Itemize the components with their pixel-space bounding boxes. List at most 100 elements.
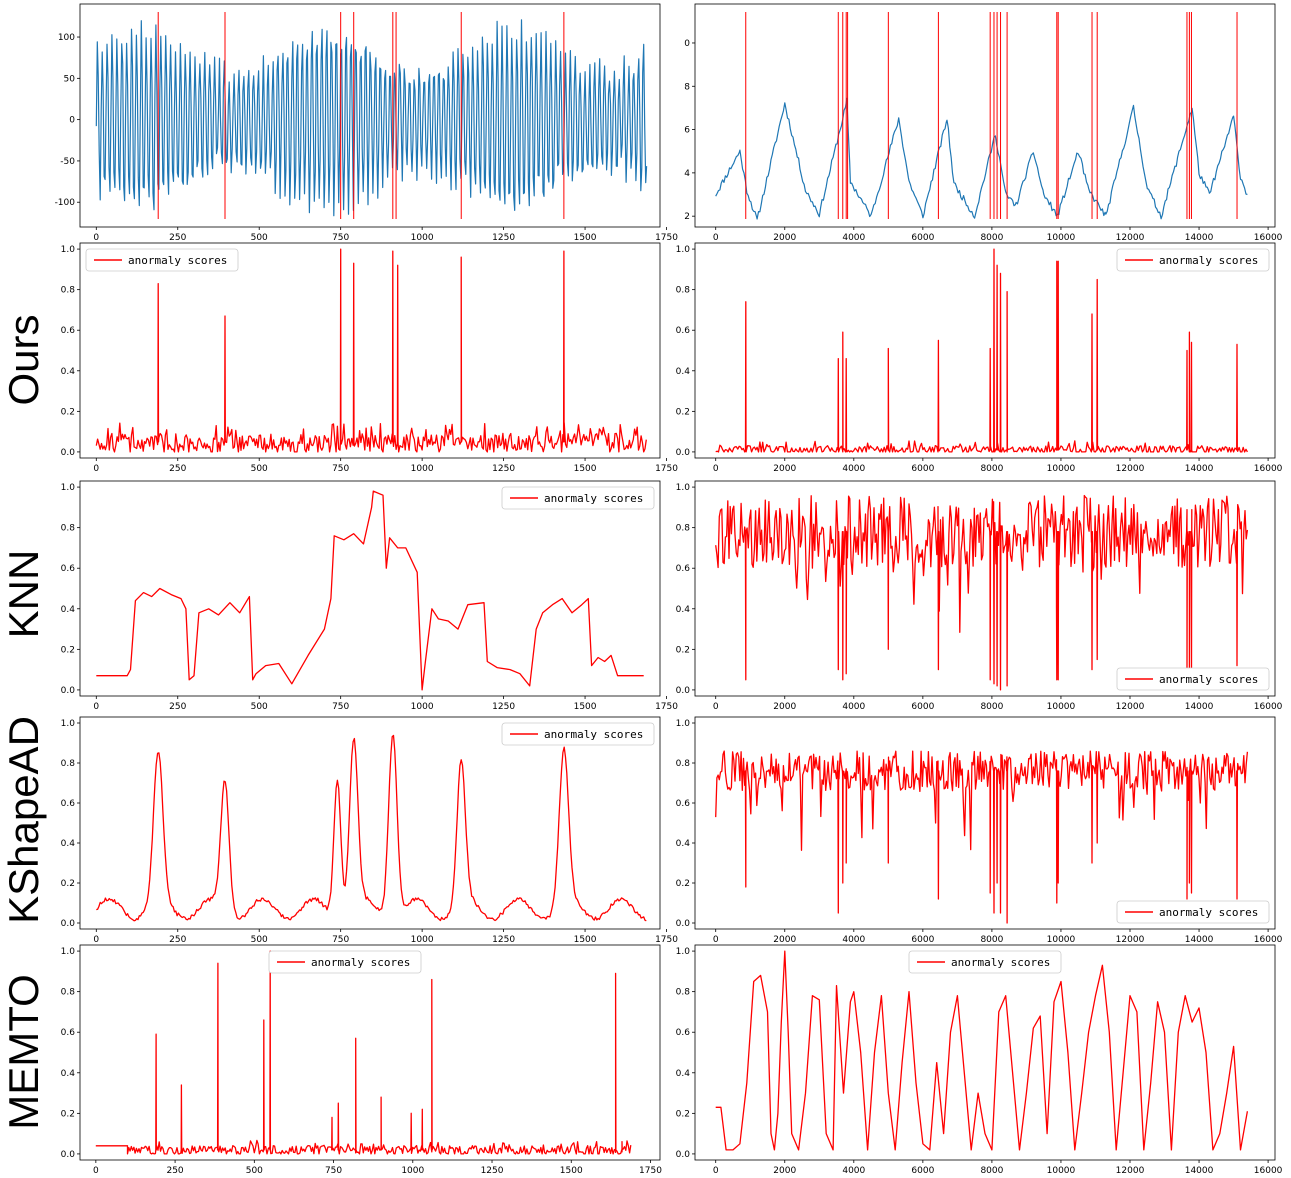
y-tick-label: 0.2: [676, 645, 690, 655]
x-tick-label: 12000: [1116, 464, 1145, 474]
x-tick-label: 0: [93, 464, 99, 474]
plot-frame: [79, 716, 661, 930]
x-tick-label: 750: [332, 233, 349, 243]
row-label-memto: MEMTO: [0, 974, 47, 1130]
x-tick-label: 8000: [980, 1166, 1003, 1176]
x-tick-label: 14000: [1185, 233, 1214, 243]
x-tick-label: 14000: [1185, 935, 1214, 945]
chart-left-series: 0 250 500 750 1000 1250 1500 1750 -100 -50 0 50 100: [55, 3, 678, 243]
legend-label: anormaly scores: [1159, 673, 1258, 686]
x-tick-label: 500: [251, 233, 268, 243]
x-tick-label: 250: [166, 1166, 183, 1176]
y-tick-label: 0.4: [61, 1069, 76, 1079]
chart-kshape-right: 0 2000 4000 6000 8000 10000 12000 14000 16000 0.0…: [676, 716, 1283, 945]
legend-box: [1116, 667, 1270, 691]
plot-frame: [694, 480, 1276, 697]
chart-ours-right: 0 2000 4000 6000 8000 10000 12000 14000 16000 0.0…: [676, 242, 1283, 474]
y-tick-label: 1.0: [61, 719, 76, 729]
x-tick-label: 0: [713, 464, 719, 474]
y-tick-label: 0.0: [61, 448, 76, 458]
y-tick-label: 0.0: [676, 1150, 691, 1160]
x-tick-label: 1500: [560, 1166, 583, 1176]
y-tick-label: 1.0: [676, 947, 691, 957]
y-tick-label: 1.0: [676, 245, 691, 255]
x-tick-label: 1000: [411, 233, 434, 243]
x-tick-label: 2000: [773, 935, 796, 945]
x-tick-label: 10000: [1047, 1166, 1076, 1176]
score-line: [95, 248, 647, 453]
x-tick-label: 0: [713, 702, 719, 712]
y-tick-label: 0.4: [676, 605, 691, 615]
x-tick-label: 250: [169, 233, 186, 243]
row-label-knn: KNN: [0, 550, 47, 639]
x-tick-label: 1500: [574, 464, 597, 474]
x-tick-label: 1500: [574, 935, 597, 945]
plot-frame: [79, 480, 661, 697]
x-tick-label: 1000: [411, 464, 434, 474]
y-tick-label: 0.6: [676, 564, 691, 574]
x-tick-label: 16000: [1254, 935, 1283, 945]
legend-box: [85, 248, 239, 272]
legend: anormaly scores: [501, 486, 655, 510]
x-tick-label: 0: [93, 702, 99, 712]
y-tick-label: 0.6: [61, 799, 76, 809]
x-tick-label: 4000: [842, 464, 865, 474]
x-tick-label: 1250: [481, 1166, 504, 1176]
score-line: [715, 494, 1249, 691]
plot-frame: [694, 3, 1276, 228]
y-tick-label: 0.2: [61, 645, 75, 655]
x-tick-label: 8000: [980, 233, 1003, 243]
plot-frame: [694, 242, 1276, 459]
x-tick-label: 1750: [639, 1166, 662, 1176]
x-tick-label: 8000: [980, 464, 1003, 474]
y-tick-label: 0.8: [676, 759, 691, 769]
chart-knn-right: 0 2000 4000 6000 8000 10000 12000 14000 16000 0.0…: [676, 480, 1283, 712]
x-tick-label: 1000: [411, 702, 434, 712]
y-tick-label: 1.0: [676, 719, 691, 729]
y-tick-label: 0.8: [61, 759, 76, 769]
y-tick-label: 0.0: [676, 686, 691, 696]
y-tick-label: 0.6: [61, 564, 76, 574]
x-tick-label: 0: [93, 935, 99, 945]
y-tick-label: 0.2: [676, 1109, 690, 1119]
legend-label: anormaly scores: [311, 956, 410, 969]
x-tick-label: 1250: [492, 464, 515, 474]
y-tick-label: 0.8: [676, 524, 691, 534]
x-tick-label: 4000: [842, 702, 865, 712]
y-tick-label: 0.6: [61, 1028, 76, 1038]
chart-right-series: 0 2000 4000 6000 8000 10000 12000 14000 16000 2 4 6…: [684, 3, 1283, 243]
legend-box: [908, 950, 1062, 974]
y-tick-label: 0.4: [61, 605, 76, 615]
x-tick-label: 1750: [655, 233, 678, 243]
x-tick-label: 0: [93, 233, 99, 243]
x-tick-label: 250: [169, 464, 186, 474]
x-tick-label: 2000: [773, 233, 796, 243]
x-tick-label: 750: [332, 464, 349, 474]
y-tick-label: 6: [684, 126, 690, 136]
x-tick-label: 2000: [773, 1166, 796, 1176]
x-tick-label: 1250: [492, 702, 515, 712]
x-tick-label: 4000: [842, 1166, 865, 1176]
y-tick-label: 0.0: [676, 448, 691, 458]
x-tick-label: 1500: [574, 233, 597, 243]
chart-kshape-left: 0 250 500 750 1000 1250 1500 1750 0.0 0.2 0.4 0.6 0.…: [61, 716, 678, 945]
x-tick-label: 4000: [842, 935, 865, 945]
row-label-kshapead: KShapeAD: [0, 716, 47, 924]
row-label-ours: Ours: [0, 314, 47, 405]
y-tick-label: 0.6: [61, 326, 76, 336]
x-tick-label: 250: [169, 702, 186, 712]
legend: anormaly scores: [85, 248, 239, 272]
x-tick-label: 6000: [911, 233, 934, 243]
x-tick-label: 500: [251, 464, 268, 474]
y-tick-label: -100: [55, 198, 76, 208]
x-tick-label: 10000: [1047, 935, 1076, 945]
legend: anormaly scores: [1116, 900, 1270, 924]
y-tick-label: 0.0: [61, 686, 76, 696]
legend-box: [1116, 900, 1270, 924]
y-tick-label: 0.2: [676, 407, 690, 417]
chart-knn-left: 0 250 500 750 1000 1250 1500 1750 0.0 0.2 0.4 0.6 0.…: [61, 480, 678, 712]
y-tick-label: 0: [684, 39, 690, 49]
x-tick-label: 0: [713, 233, 719, 243]
x-tick-label: 12000: [1116, 1166, 1145, 1176]
y-tick-label: 0.8: [61, 286, 76, 296]
